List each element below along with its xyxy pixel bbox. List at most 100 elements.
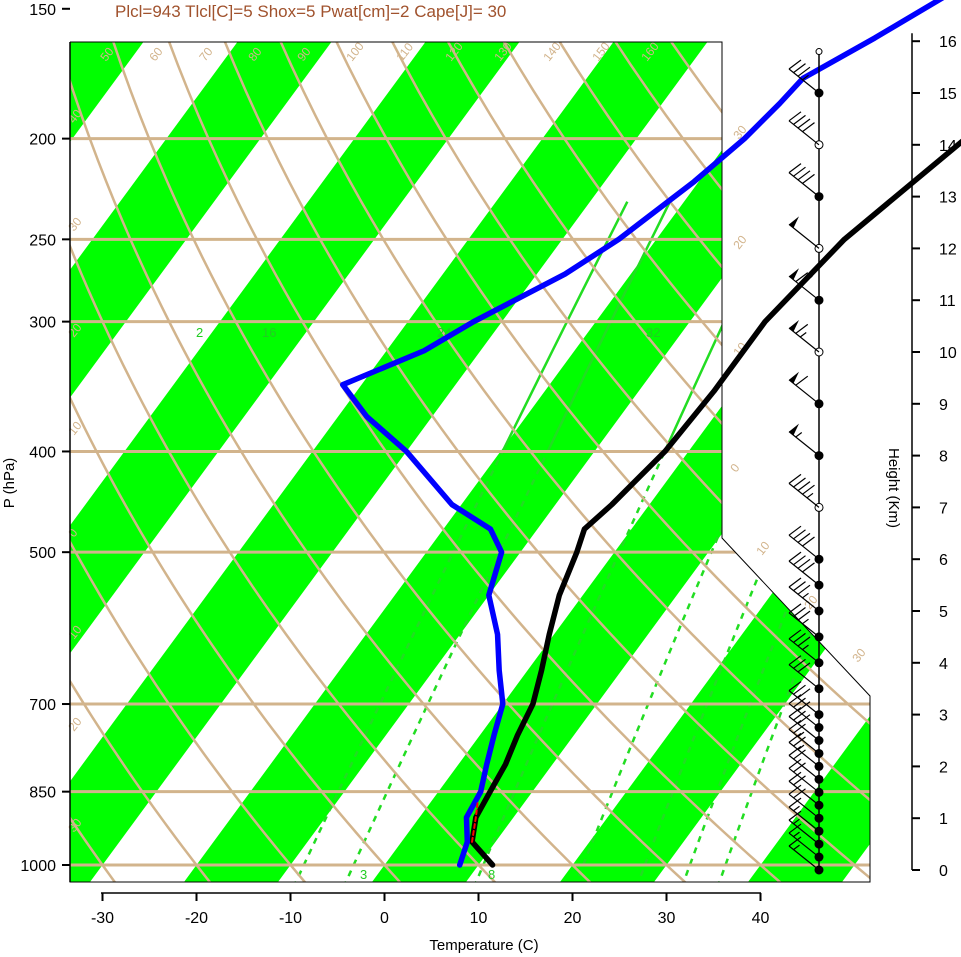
wind-barb-halfflag — [802, 592, 809, 599]
dry-adiabat — [70, 42, 596, 882]
wind-barb-flag — [788, 629, 802, 640]
height-tick-label: 11 — [939, 293, 956, 310]
wind-barb-flag — [802, 173, 815, 184]
wind-barb — [788, 690, 820, 716]
wind-barb-flag — [788, 525, 802, 536]
dry-adiabat — [70, 42, 406, 882]
wind-barb-flag — [788, 784, 802, 795]
pressure-axis-title: P (hPa) — [1, 458, 18, 509]
mixing-ratio-label: 16 — [262, 325, 276, 340]
mixing-ratio-line — [472, 450, 666, 882]
height-tick-label: 5 — [939, 604, 948, 621]
wind-barb-flag — [788, 655, 802, 666]
wind-barb-halfflag — [802, 618, 809, 625]
wind-barb — [788, 586, 820, 612]
wind-barb-flag — [802, 484, 815, 495]
dry-adiabat — [0, 0, 23, 887]
wind-barb-flag — [793, 555, 806, 566]
mixing-ratio-line — [808, 201, 870, 452]
mixing-ratio-label: 32 — [646, 325, 660, 340]
temperature-tick-label: -10 — [279, 910, 302, 927]
wind-barb-halfflag — [797, 731, 805, 738]
dry-adiabat — [589, 42, 870, 882]
wind-barb-flag — [788, 59, 802, 70]
wind-barb-flag — [793, 736, 806, 747]
pressure-tick-label: 200 — [29, 132, 56, 149]
chart-title: Plcl=943 Tlcl[C]=5 Shox=5 Pwat[cm]=2 Cap… — [115, 2, 506, 21]
pressure-tick-label: 500 — [29, 545, 56, 562]
wind-barb — [788, 767, 820, 793]
wind-barb-flag — [795, 272, 809, 283]
wind-barb — [788, 223, 820, 249]
wind-barb-flag — [802, 122, 815, 133]
height-tick-label: 4 — [939, 656, 948, 673]
wind-barb — [788, 716, 820, 741]
dry-adiabat — [70, 42, 501, 882]
height-tick-label: 7 — [939, 500, 948, 517]
pressure-tick-label: 250 — [29, 232, 56, 249]
wind-barb-flag — [802, 536, 815, 547]
height-tick-label: 9 — [939, 397, 948, 414]
wind-barb-flag — [797, 714, 811, 725]
wind-barb-flag — [802, 562, 815, 573]
series-dewpoint — [339, 0, 945, 868]
temperature-tick-label: 30 — [658, 910, 676, 927]
height-tick-label: 15 — [939, 86, 957, 103]
wind-barb-flag — [788, 823, 802, 834]
wind-barb-flag — [788, 707, 802, 717]
mixing-ratio-line — [292, 450, 504, 882]
wind-barb-flag — [797, 532, 811, 543]
wind-barb-halfflag — [793, 844, 800, 851]
wind-barb-flag — [797, 636, 811, 647]
wind-barb-pennant — [789, 268, 799, 280]
height-tick-label: 12 — [939, 241, 957, 258]
height-tick-label: 8 — [939, 449, 948, 466]
axes: 1001502002503004005007008501000P (hPa)-3… — [1, 2, 770, 954]
wind-barb-halfflag — [793, 818, 800, 825]
mixing-ratio-line — [882, 202, 961, 452]
wind-barb — [788, 172, 820, 198]
wind-barb-flag — [788, 681, 802, 692]
wind-barb — [788, 780, 820, 806]
mixing-ratio-label: 3 — [360, 867, 367, 882]
wind-barb-flag — [788, 694, 802, 705]
dry-adiabat — [200, 42, 870, 882]
mixing-ratio-line — [848, 201, 870, 452]
pressure-tick-label: 400 — [29, 444, 56, 461]
sounding-series — [339, 0, 961, 868]
wind-barb-flag — [788, 771, 802, 782]
wind-barb — [788, 68, 820, 94]
wind-barb — [788, 741, 820, 767]
wind-barb-flag — [788, 719, 802, 730]
wind-barb-flag — [788, 797, 802, 808]
height-tick-label: 3 — [939, 708, 948, 725]
isotherm-label: 60 — [146, 44, 165, 63]
dry-adiabat — [346, 42, 870, 882]
wind-barb-halfflag — [793, 805, 800, 812]
series-parcel — [471, 801, 479, 843]
dry-adiabat — [103, 42, 787, 882]
height-tick-label: 2 — [939, 759, 948, 776]
wind-barb-flag — [793, 658, 806, 669]
series-temperature — [469, 138, 961, 868]
height-tick-label: 6 — [939, 552, 948, 569]
temperature-band — [70, 42, 527, 882]
mixing-ratio-label: 2 — [196, 325, 203, 340]
wind-barb-flag — [797, 481, 811, 492]
wind-barb-flag — [793, 114, 806, 125]
wind-barb-flag — [797, 170, 811, 181]
wind-barb-halfflag — [793, 831, 800, 838]
wind-barb-pennant — [789, 216, 799, 228]
wind-barb-flag — [797, 610, 811, 621]
wind-barb — [788, 754, 820, 780]
wind-barb-flag — [788, 836, 802, 847]
wind-barb — [788, 379, 820, 405]
isotherm-label: 0 — [727, 461, 742, 475]
mixing-ratio-line — [573, 450, 756, 882]
wind-barb — [788, 534, 820, 560]
wind-barb — [788, 845, 820, 871]
wind-barb-halfflag — [802, 644, 809, 651]
dry-adiabat — [70, 42, 692, 882]
isotherm-left-label: 30 — [65, 214, 84, 233]
